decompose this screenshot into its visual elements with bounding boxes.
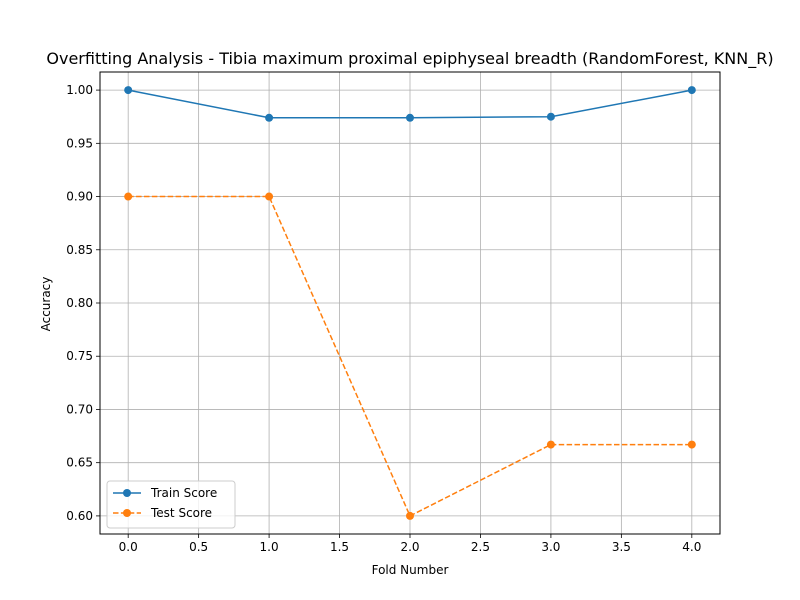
test-score-legend-label: Test Score [150, 506, 212, 520]
y-axis-label: Accuracy [39, 277, 53, 332]
y-tick-label: 0.90 [66, 190, 93, 204]
chart-title: Overfitting Analysis - Tibia maximum pro… [46, 49, 773, 69]
x-axis-label: Fold Number [372, 563, 449, 577]
x-tick-label: 3.5 [612, 540, 631, 554]
y-tick-label: 0.65 [66, 456, 93, 470]
train-score-point [265, 113, 274, 122]
x-tick-label: 2.5 [471, 540, 490, 554]
x-tick-label: 1.0 [260, 540, 279, 554]
train-score-point [124, 86, 133, 95]
x-tick-label: 1.5 [330, 540, 349, 554]
train-score-point [546, 112, 555, 121]
axis-ticks: 0.0 0.5 1.0 1.5 2.0 2.5 3.0 3.5 4.0 0.60 0.65 0.70 0… [66, 83, 701, 554]
train-score-point [687, 86, 696, 95]
x-tick-label: 4.0 [682, 540, 701, 554]
y-tick-label: 0.60 [66, 509, 93, 523]
x-tick-label: 3.0 [541, 540, 560, 554]
y-tick-label: 1.00 [66, 83, 93, 97]
train-score-point [406, 113, 414, 122]
y-tick-label: 0.75 [66, 349, 93, 363]
y-tick-label: 0.70 [66, 402, 93, 416]
x-tick-label: 0.0 [119, 540, 138, 554]
test-score-point [406, 511, 414, 520]
test-score-series [124, 192, 696, 520]
train-score-series [124, 86, 696, 122]
x-tick-label: 2.0 [400, 540, 419, 554]
legend: Train Score Test Score [106, 480, 236, 529]
train-score-legend-marker [123, 489, 131, 497]
train-score-legend-label: Train Score [150, 486, 217, 500]
y-tick-label: 0.95 [66, 136, 93, 150]
test-score-legend-marker [123, 509, 131, 517]
y-tick-label: 0.85 [66, 243, 93, 257]
x-tick-label: 0.5 [189, 540, 208, 554]
plot-series [124, 86, 696, 520]
y-tick-label: 0.80 [66, 296, 93, 310]
test-score-point [687, 440, 696, 449]
test-score-point [265, 192, 274, 201]
test-score-point [546, 440, 555, 449]
test-score-point [124, 192, 133, 201]
